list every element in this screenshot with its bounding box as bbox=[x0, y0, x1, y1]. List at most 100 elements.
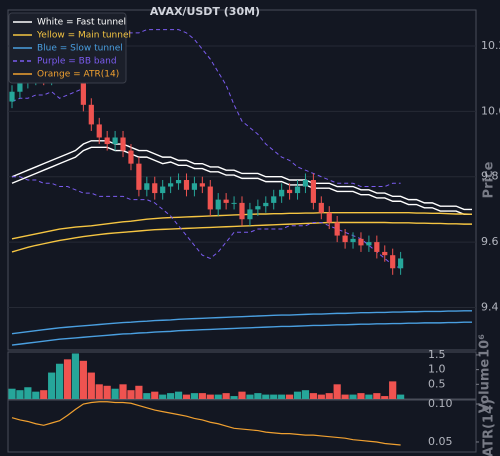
candle-body bbox=[207, 186, 213, 210]
candle-body bbox=[326, 212, 332, 223]
candle-body bbox=[88, 104, 94, 125]
volume-bar bbox=[341, 394, 349, 399]
candle-body bbox=[215, 199, 221, 210]
candle-body bbox=[160, 186, 166, 194]
legend-label: Yellow = Main tunnel bbox=[36, 31, 131, 41]
candle-body bbox=[191, 183, 198, 190]
line bbox=[11, 146, 472, 216]
y-multiplier: 10⁶ bbox=[478, 334, 493, 358]
y-tick-label: 9.4 bbox=[481, 301, 499, 314]
volume-bar bbox=[8, 388, 16, 399]
volume-bar bbox=[270, 394, 278, 399]
volume-bar bbox=[293, 391, 302, 399]
legend-label: Purple = BB band bbox=[37, 57, 117, 67]
candle-body bbox=[279, 189, 285, 197]
y-tick-label: 9.8 bbox=[481, 170, 499, 183]
candle-body bbox=[96, 124, 102, 138]
volume-bar bbox=[135, 385, 143, 399]
volume-bar bbox=[95, 384, 103, 399]
candle-body bbox=[112, 137, 118, 145]
volume-bar bbox=[349, 394, 357, 399]
candle-body bbox=[334, 222, 340, 236]
y-axis-label: Volume bbox=[478, 359, 493, 414]
y-tick-label: 0.5 bbox=[428, 377, 446, 390]
candle-body bbox=[358, 238, 364, 246]
volume-bar bbox=[103, 385, 111, 399]
volume-bar bbox=[357, 393, 365, 399]
candle-body bbox=[271, 196, 277, 203]
volume-bar bbox=[278, 394, 286, 399]
volume-bar bbox=[389, 381, 397, 399]
volume-bar bbox=[32, 391, 40, 399]
volume-bar bbox=[190, 393, 199, 399]
candle-body bbox=[199, 183, 205, 187]
volume-bar bbox=[317, 394, 325, 399]
candle-body bbox=[286, 189, 293, 194]
volume-bar bbox=[262, 394, 270, 399]
volume-bar bbox=[301, 390, 310, 399]
line bbox=[11, 221, 472, 253]
y-tick-label: 9.6 bbox=[481, 235, 499, 248]
volume-bar bbox=[143, 393, 151, 399]
volume-bar bbox=[214, 394, 222, 399]
atr-panel bbox=[7, 399, 477, 453]
chart-title: AVAX/USDT (30M) bbox=[150, 5, 260, 18]
volume-bar bbox=[79, 360, 87, 399]
line bbox=[11, 401, 401, 446]
legend: White = Fast tunnel Yellow = Main tunnel B… bbox=[8, 12, 131, 84]
candle-body bbox=[9, 91, 15, 102]
volume-bar bbox=[238, 391, 246, 399]
candle-body bbox=[398, 258, 404, 269]
volume-bar bbox=[167, 393, 175, 399]
candle-body bbox=[183, 180, 190, 190]
candle-body bbox=[350, 238, 356, 243]
y-axis-label: Price bbox=[482, 161, 497, 198]
candle-body bbox=[223, 199, 229, 203]
candle-body bbox=[231, 202, 237, 204]
candle-body bbox=[104, 137, 110, 145]
volume-bar bbox=[87, 372, 95, 399]
volume-bar bbox=[24, 387, 32, 399]
volume-bar bbox=[127, 390, 135, 399]
volume-bar bbox=[182, 394, 191, 399]
price-panel bbox=[7, 9, 477, 351]
candle-body bbox=[382, 251, 388, 256]
candle-body bbox=[144, 183, 150, 190]
candle-body bbox=[294, 186, 301, 194]
candle-body bbox=[374, 242, 380, 252]
volume-bar bbox=[16, 390, 24, 399]
y-tick-label: 0.10 bbox=[428, 397, 453, 410]
candle-body bbox=[247, 209, 253, 220]
candle-body bbox=[318, 202, 324, 213]
legend-label: Orange = ATR(14) bbox=[37, 70, 119, 80]
candle-body bbox=[239, 202, 245, 220]
candle-body bbox=[310, 180, 316, 203]
volume-bar bbox=[206, 394, 214, 399]
line bbox=[11, 321, 472, 346]
volume-bar bbox=[151, 391, 159, 399]
candle-body bbox=[152, 183, 158, 194]
legend-label: Blue = Slow tunnel bbox=[37, 44, 123, 54]
candle-body bbox=[120, 137, 126, 151]
candle-body bbox=[136, 163, 142, 190]
y-tick-label: 0.05 bbox=[428, 435, 453, 448]
volume-bar bbox=[365, 394, 373, 399]
volume-bar bbox=[309, 393, 317, 399]
candle-body bbox=[168, 183, 174, 187]
volume-bar bbox=[285, 394, 294, 399]
line bbox=[11, 310, 472, 335]
volume-bar bbox=[159, 394, 167, 399]
y-tick-label: 1.5 bbox=[428, 348, 446, 361]
volume-bar bbox=[198, 393, 206, 399]
line bbox=[11, 29, 401, 188]
volume-bar bbox=[222, 393, 230, 399]
candle-body bbox=[366, 242, 372, 246]
candle-body bbox=[342, 235, 348, 243]
volume-bar bbox=[174, 391, 183, 399]
candle-body bbox=[128, 150, 134, 164]
volume-bar bbox=[111, 388, 119, 399]
y-axis-label: ATR(14) bbox=[482, 399, 497, 456]
volume-bar bbox=[381, 396, 389, 399]
line bbox=[11, 140, 472, 211]
